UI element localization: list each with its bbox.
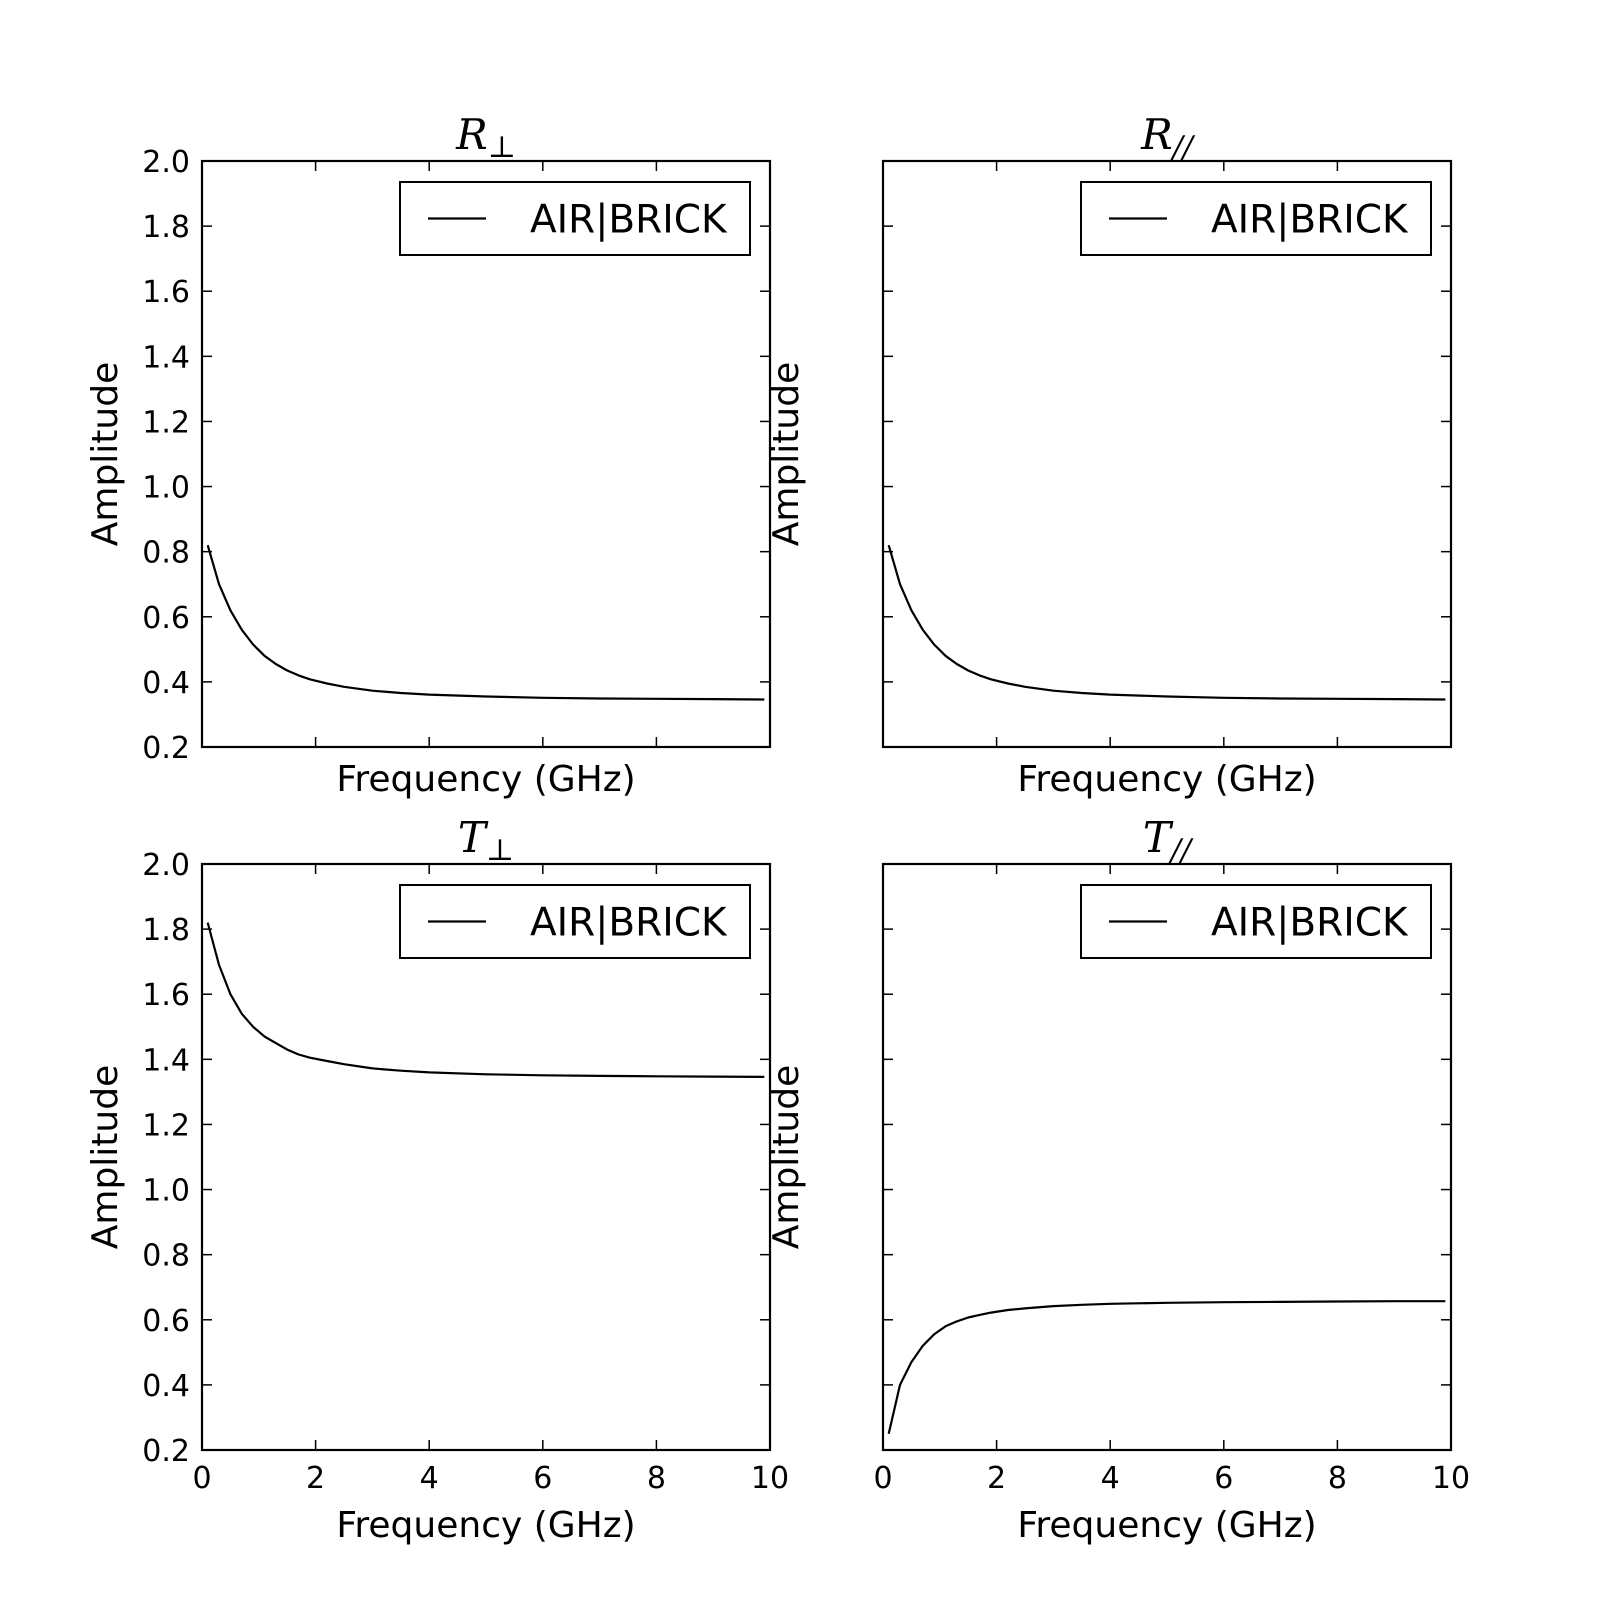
legend-label: AIR|BRICK [1211, 901, 1409, 946]
y-tick-label: 1.8 [142, 913, 190, 948]
y-axis-label: Amplitude [85, 362, 126, 546]
y-tick-label: 1.2 [142, 1108, 190, 1143]
y-tick-label: 1.0 [142, 471, 190, 506]
y-tick-label: 1.4 [142, 1043, 190, 1078]
x-axis-label: Frequency (GHz) [336, 1505, 635, 1546]
x-axis-label: Frequency (GHz) [1017, 759, 1316, 800]
y-tick-label: 2.0 [142, 848, 190, 883]
x-tick-label: 4 [420, 1461, 439, 1496]
title-subscript: // [1170, 130, 1196, 165]
series-line-1 [206, 922, 765, 1079]
x-tick-label: 2 [987, 1461, 1006, 1496]
title-symbol: R [455, 110, 488, 159]
subplot-title: R⊥ [455, 110, 516, 165]
legend-label: AIR|BRICK [530, 901, 728, 946]
y-tick-label: 0.2 [142, 731, 190, 766]
y-axis-label: Amplitude [766, 362, 807, 546]
y-tick-label: 1.4 [142, 340, 190, 375]
y-tick-label: 0.6 [142, 1304, 190, 1339]
x-tick-label: 0 [192, 1461, 211, 1496]
legend: AIR|BRICK [399, 181, 751, 256]
x-tick-label: 2 [306, 1461, 325, 1496]
y-axis-label: Amplitude [85, 1065, 126, 1249]
plot-frame [200, 159, 772, 749]
legend-label: AIR|BRICK [530, 198, 728, 243]
y-tick-label: 1.0 [142, 1174, 190, 1209]
legend: AIR|BRICK [399, 884, 751, 959]
x-tick-label: 0 [873, 1461, 892, 1496]
title-subscript: ⊥ [486, 833, 514, 868]
y-tick-label: 0.4 [142, 1369, 190, 1404]
plot-frame [881, 159, 1453, 749]
subplot-title: T⊥ [458, 813, 514, 868]
y-tick-label: 0.8 [142, 536, 190, 571]
title-symbol: R [1140, 110, 1173, 159]
y-axis-label: Amplitude [766, 1065, 807, 1249]
y-tick-label: 1.6 [142, 978, 190, 1013]
subplot-1: 0.2 0.4 0.6 0.8 1.0 1.2 1.4 1.6 1.8 2.0 Frequency … [85, 110, 772, 800]
y-tick-label: 1.8 [142, 210, 190, 245]
series-line-1 [887, 544, 1446, 701]
y-tick-label: 0.6 [142, 601, 190, 636]
y-tick-label: 0.4 [142, 666, 190, 701]
y-tick-label: 2.0 [142, 145, 190, 180]
subplot-3: 0.2 0.4 0.6 0.8 1.0 1.2 1.4 1.6 1.8 2.0 0 2 4 6 8 10 Fre… [85, 813, 789, 1546]
x-tick-label: 6 [533, 1461, 552, 1496]
y-tick-label: 0.2 [142, 1434, 190, 1469]
legend-label: AIR|BRICK [1211, 198, 1409, 243]
x-tick-label: 6 [1214, 1461, 1233, 1496]
subplot-title: T// [1143, 813, 1194, 868]
x-axis-label: Frequency (GHz) [336, 759, 635, 800]
subplot-4: 0 2 4 6 8 10 Frequency (GHz) Amplitude T// AIR|BR… [766, 813, 1470, 1546]
subplot-title: R// [1140, 110, 1196, 165]
x-tick-label: 4 [1101, 1461, 1120, 1496]
title-symbol: T [1143, 813, 1174, 862]
subplot-2: Frequency (GHz) Amplitude R// AIR|BRICK [766, 110, 1453, 800]
y-tick-label: 1.6 [142, 275, 190, 310]
series-line-1 [887, 1300, 1446, 1434]
legend: AIR|BRICK [1080, 884, 1432, 959]
plot-frame [881, 862, 1453, 1452]
legend: AIR|BRICK [1080, 181, 1432, 256]
y-tick-label: 0.8 [142, 1239, 190, 1274]
x-tick-label: 8 [647, 1461, 666, 1496]
series-line-1 [206, 544, 765, 701]
y-tick-label: 1.2 [142, 405, 190, 440]
x-tick-label: 8 [1328, 1461, 1347, 1496]
title-subscript: // [1168, 833, 1194, 868]
x-axis-label: Frequency (GHz) [1017, 1505, 1316, 1546]
x-tick-label: 10 [751, 1461, 789, 1496]
title-symbol: T [458, 813, 489, 862]
title-subscript: ⊥ [488, 130, 516, 165]
plot-frame [200, 862, 772, 1452]
x-tick-label: 10 [1432, 1461, 1470, 1496]
